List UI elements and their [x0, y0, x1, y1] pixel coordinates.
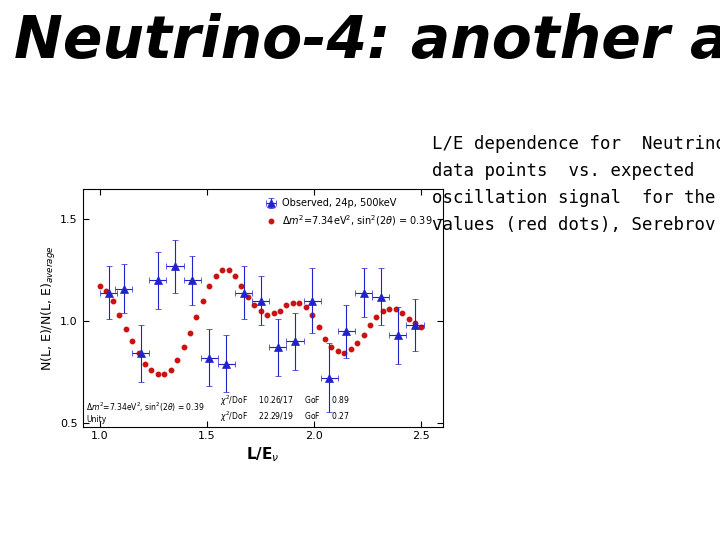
- X-axis label: L/E$_{\nu}$: L/E$_{\nu}$: [246, 446, 279, 464]
- $\Delta m^2$=7.34eV$^2$, sin$^2$(2$\theta$) = 0.39: [173, 356, 181, 363]
- $\Delta m^2$=7.34eV$^2$, sin$^2$(2$\theta$) = 0.39: [153, 370, 162, 377]
- $\Delta m^2$=7.34eV$^2$, sin$^2$(2$\theta$) = 0.39: [320, 336, 329, 342]
- $\Delta m^2$=7.34eV$^2$, sin$^2$(2$\theta$) = 0.39: [96, 284, 104, 290]
- $\Delta m^2$=7.34eV$^2$, sin$^2$(2$\theta$) = 0.39: [199, 298, 207, 304]
- Legend: Observed, 24p, 500keV, $\Delta m^2$=7.34eV$^2$, sin$^2$(2$\theta$) = 0.39: Observed, 24p, 500keV, $\Delta m^2$=7.34…: [264, 196, 434, 230]
- Text: $\Delta m^2$=7.34eV$^2$, sin$^2$(2$\theta$) = 0.39
Unity: $\Delta m^2$=7.34eV$^2$, sin$^2$(2$\thet…: [86, 401, 204, 424]
- Line: $\Delta m^2$=7.34eV$^2$, sin$^2$(2$\theta$) = 0.39: $\Delta m^2$=7.34eV$^2$, sin$^2$(2$\thet…: [98, 268, 423, 376]
- Text: Neutrino-4: another anomaly?: Neutrino-4: another anomaly?: [14, 14, 720, 71]
- Text: $\chi^2$/DoF     10.26/17     GoF     0.89
$\chi^2$/DoF     22.29/19     GoF    : $\chi^2$/DoF 10.26/17 GoF 0.89 $\chi^2$/…: [220, 393, 349, 424]
- $\Delta m^2$=7.34eV$^2$, sin$^2$(2$\theta$) = 0.39: [217, 267, 226, 273]
- Y-axis label: N(L, E)/N(L, E)$_{average}$: N(L, E)/N(L, E)$_{average}$: [40, 245, 58, 370]
- $\Delta m^2$=7.34eV$^2$, sin$^2$(2$\theta$) = 0.39: [417, 324, 426, 330]
- $\Delta m^2$=7.34eV$^2$, sin$^2$(2$\theta$) = 0.39: [340, 350, 348, 357]
- $\Delta m^2$=7.34eV$^2$, sin$^2$(2$\theta$) = 0.39: [205, 284, 214, 290]
- $\Delta m^2$=7.34eV$^2$, sin$^2$(2$\theta$) = 0.39: [410, 320, 419, 326]
- Text: L/E dependence for  Neutrino-4
data points  vs. expected
oscillation signal  for: L/E dependence for Neutrino-4 data point…: [432, 135, 720, 234]
